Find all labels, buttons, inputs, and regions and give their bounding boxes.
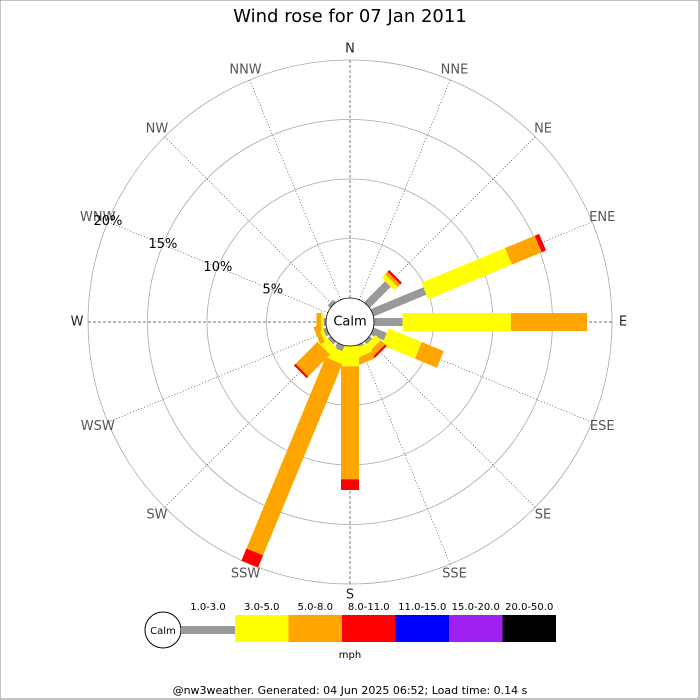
chart-title: Wind rose for 07 Jan 2011	[233, 6, 467, 27]
legend-swatch	[342, 615, 396, 642]
rose-segment	[364, 281, 391, 308]
direction-label: NNW	[229, 62, 261, 77]
rose-segment	[321, 313, 324, 331]
direction-label: ESE	[590, 419, 615, 434]
legend-label: 3.0-5.0	[244, 602, 279, 613]
direction-label: SW	[146, 508, 167, 523]
direction-line	[164, 136, 334, 306]
rose-segment	[327, 299, 336, 308]
direction-line	[358, 79, 451, 300]
direction-label: WNW	[80, 210, 116, 225]
direction-label: SSE	[442, 567, 467, 582]
legend-swatch	[235, 615, 289, 642]
rose-segment	[534, 233, 547, 253]
legend-swatch	[502, 615, 556, 642]
rose-segment	[316, 313, 322, 331]
direction-label: NW	[146, 121, 169, 136]
legend-swatch	[181, 626, 235, 634]
rose-segment	[387, 270, 402, 285]
legend-label: 5.0-8.0	[298, 602, 333, 613]
rose-segment	[341, 479, 359, 490]
rose-segment	[322, 327, 330, 337]
direction-line	[358, 344, 451, 565]
footer: @nw3weather. Generated: 04 Jun 2025 06:5…	[173, 684, 528, 697]
unit-label: mph	[339, 650, 361, 661]
rose-segment	[505, 235, 542, 265]
r-tick-label: 10%	[203, 260, 232, 275]
rose-segment	[341, 346, 359, 367]
calm-circle	[325, 297, 375, 347]
legend-label: 8.0-11.0	[348, 602, 390, 613]
rose-segment	[241, 548, 264, 568]
direction-line	[107, 221, 328, 314]
rose-segment	[385, 271, 401, 287]
calm-label: Calm	[333, 315, 366, 330]
direction-line	[249, 79, 342, 300]
direction-label: E	[619, 315, 627, 330]
rose-segment	[374, 318, 403, 326]
r-tick-label: 15%	[148, 237, 177, 252]
rose-segment	[295, 341, 331, 377]
direction-line	[107, 330, 328, 423]
legend-label: 1.0-3.0	[190, 602, 225, 613]
direction-label: SSW	[231, 567, 261, 582]
rose-segment	[355, 351, 375, 366]
direction-label: SE	[535, 508, 551, 523]
rose-segment	[370, 287, 427, 317]
direction-label: W	[71, 315, 84, 330]
direction-label: S	[346, 588, 354, 603]
direction-label: ENE	[589, 210, 615, 225]
rose-segment	[364, 336, 373, 345]
rose-segment	[421, 248, 512, 300]
rose-segment	[341, 366, 359, 480]
legend-label: 20.0-50.0	[505, 602, 553, 613]
rose-segment	[510, 313, 588, 331]
rose-segment	[381, 274, 398, 291]
legend-label: 15.0-20.0	[452, 602, 500, 613]
direction-line	[366, 338, 536, 508]
r-tick-label: 5%	[263, 283, 284, 298]
rose-segment	[327, 336, 336, 345]
rose-segment	[414, 341, 444, 368]
rose-segment	[293, 363, 309, 379]
direction-label: NNE	[441, 62, 469, 77]
rose-segment	[381, 328, 422, 359]
rose-segment	[246, 357, 343, 556]
rose-segment	[370, 327, 387, 341]
direction-label: NE	[534, 121, 552, 136]
direction-label: N	[345, 42, 355, 57]
rose-segment	[313, 325, 325, 345]
rose-segment	[402, 313, 511, 331]
legend-swatch	[395, 615, 449, 642]
legend-label: 11.0-15.0	[398, 602, 446, 613]
rose-segment	[372, 344, 387, 359]
rose-segment	[323, 318, 326, 326]
direction-label: WSW	[81, 419, 115, 434]
r-tick-label: 20%	[93, 214, 122, 229]
legend-calm-label: Calm	[150, 626, 176, 637]
legend-swatch	[288, 615, 342, 642]
legend-swatch	[449, 615, 503, 642]
